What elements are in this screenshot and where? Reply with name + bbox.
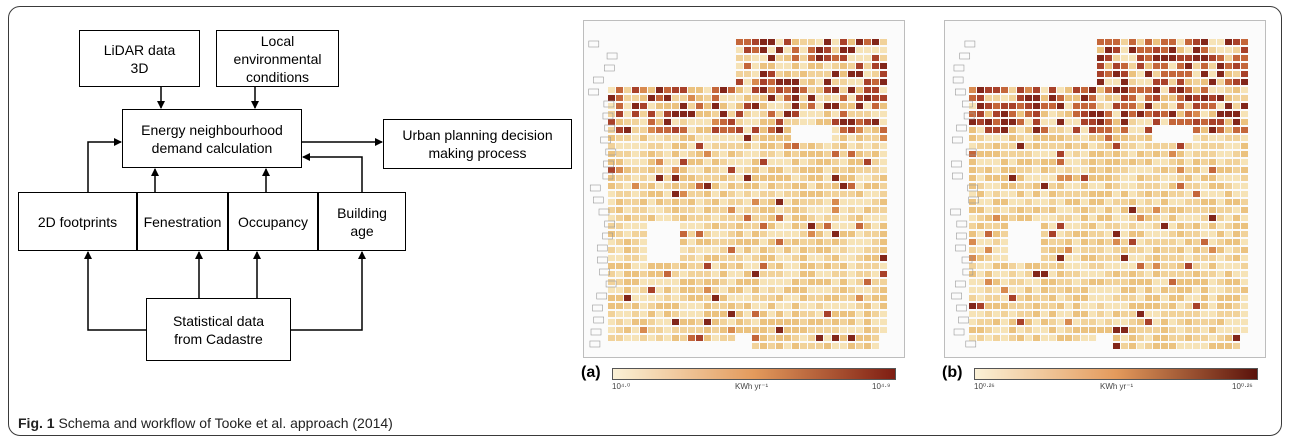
colorbar-a-unit: KWh yr⁻¹	[735, 382, 768, 391]
colorbar-b-min: 10⁰·²⁶	[974, 382, 995, 391]
energy-map-b	[944, 20, 1266, 358]
figure-caption: Fig. 1 Schema and workflow of Tooke et a…	[18, 415, 393, 431]
colorbar-b-unit: KWh yr⁻¹	[1100, 382, 1133, 391]
colorbar-a-max: 10⁴·⁹	[872, 382, 890, 391]
colorbar-a-min: 10⁴·⁰	[612, 382, 630, 391]
energy-map-a	[583, 20, 905, 358]
flow-arrows	[0, 0, 600, 410]
panel-label-b: (b)	[942, 364, 962, 382]
panel-label-a: (a)	[581, 364, 601, 382]
colorbar-b-max: 10⁰·²⁶	[1232, 382, 1253, 391]
caption-text: Schema and workflow of Tooke et al. appr…	[58, 415, 392, 431]
colorbar-b	[974, 368, 1258, 380]
caption-fig-number: Fig. 1	[18, 415, 55, 431]
colorbar-a	[612, 368, 896, 380]
